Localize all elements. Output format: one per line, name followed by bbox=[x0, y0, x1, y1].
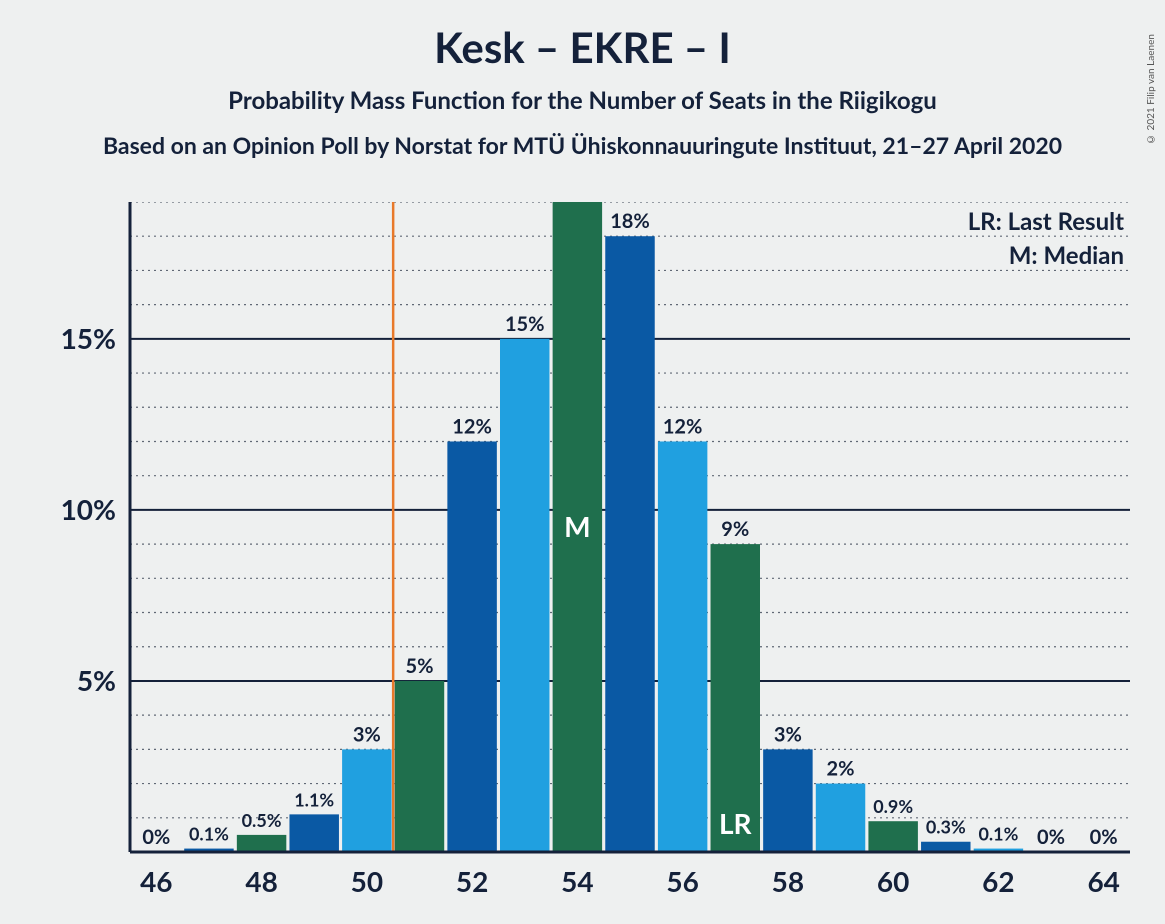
svg-text:M: M bbox=[564, 509, 590, 543]
svg-text:12%: 12% bbox=[452, 414, 492, 438]
svg-text:LR: Last Result: LR: Last Result bbox=[968, 207, 1124, 236]
svg-text:0%: 0% bbox=[1090, 825, 1118, 849]
svg-text:10%: 10% bbox=[61, 492, 116, 526]
svg-text:54: 54 bbox=[561, 864, 593, 898]
svg-text:0.1%: 0.1% bbox=[978, 823, 1018, 845]
svg-text:LR: LR bbox=[719, 806, 753, 840]
svg-text:60: 60 bbox=[877, 864, 909, 898]
svg-text:0.5%: 0.5% bbox=[242, 809, 282, 831]
svg-text:2%: 2% bbox=[827, 757, 855, 781]
chart-svg: 5%10%15%0%0.1%0.5%1.1%3%5%12%15%19%18%12… bbox=[30, 202, 1150, 922]
svg-text:18%: 18% bbox=[610, 209, 650, 233]
svg-text:62: 62 bbox=[982, 864, 1014, 898]
svg-text:0.3%: 0.3% bbox=[926, 816, 966, 838]
svg-text:3%: 3% bbox=[353, 722, 381, 746]
svg-text:15%: 15% bbox=[61, 321, 116, 355]
svg-text:9%: 9% bbox=[721, 517, 749, 541]
chart-subtitle: Probability Mass Function for the Number… bbox=[0, 86, 1165, 115]
svg-text:M: Median: M: Median bbox=[1009, 241, 1124, 270]
svg-text:0%: 0% bbox=[142, 825, 170, 849]
svg-text:5%: 5% bbox=[405, 654, 433, 678]
svg-text:3%: 3% bbox=[774, 722, 802, 746]
svg-text:5%: 5% bbox=[77, 663, 116, 697]
svg-text:58: 58 bbox=[772, 864, 804, 898]
chart-sourceline: Based on an Opinion Poll by Norstat for … bbox=[0, 131, 1165, 159]
svg-text:0.1%: 0.1% bbox=[189, 823, 229, 845]
svg-text:48: 48 bbox=[245, 864, 277, 898]
svg-text:1.1%: 1.1% bbox=[294, 788, 334, 810]
svg-text:56: 56 bbox=[666, 864, 698, 898]
svg-text:52: 52 bbox=[456, 864, 488, 898]
chart-title: Kesk – EKRE – I bbox=[0, 22, 1165, 72]
svg-text:46: 46 bbox=[140, 864, 172, 898]
chart-area: 5%10%15%0%0.1%0.5%1.1%3%5%12%15%19%18%12… bbox=[30, 202, 1150, 922]
svg-text:0.9%: 0.9% bbox=[873, 795, 913, 817]
svg-text:0%: 0% bbox=[1037, 825, 1065, 849]
svg-text:64: 64 bbox=[1087, 864, 1119, 898]
svg-text:50: 50 bbox=[351, 864, 383, 898]
svg-text:15%: 15% bbox=[505, 312, 545, 336]
svg-text:12%: 12% bbox=[663, 414, 703, 438]
copyright-text: © 2021 Filip van Laenen bbox=[1145, 34, 1157, 145]
